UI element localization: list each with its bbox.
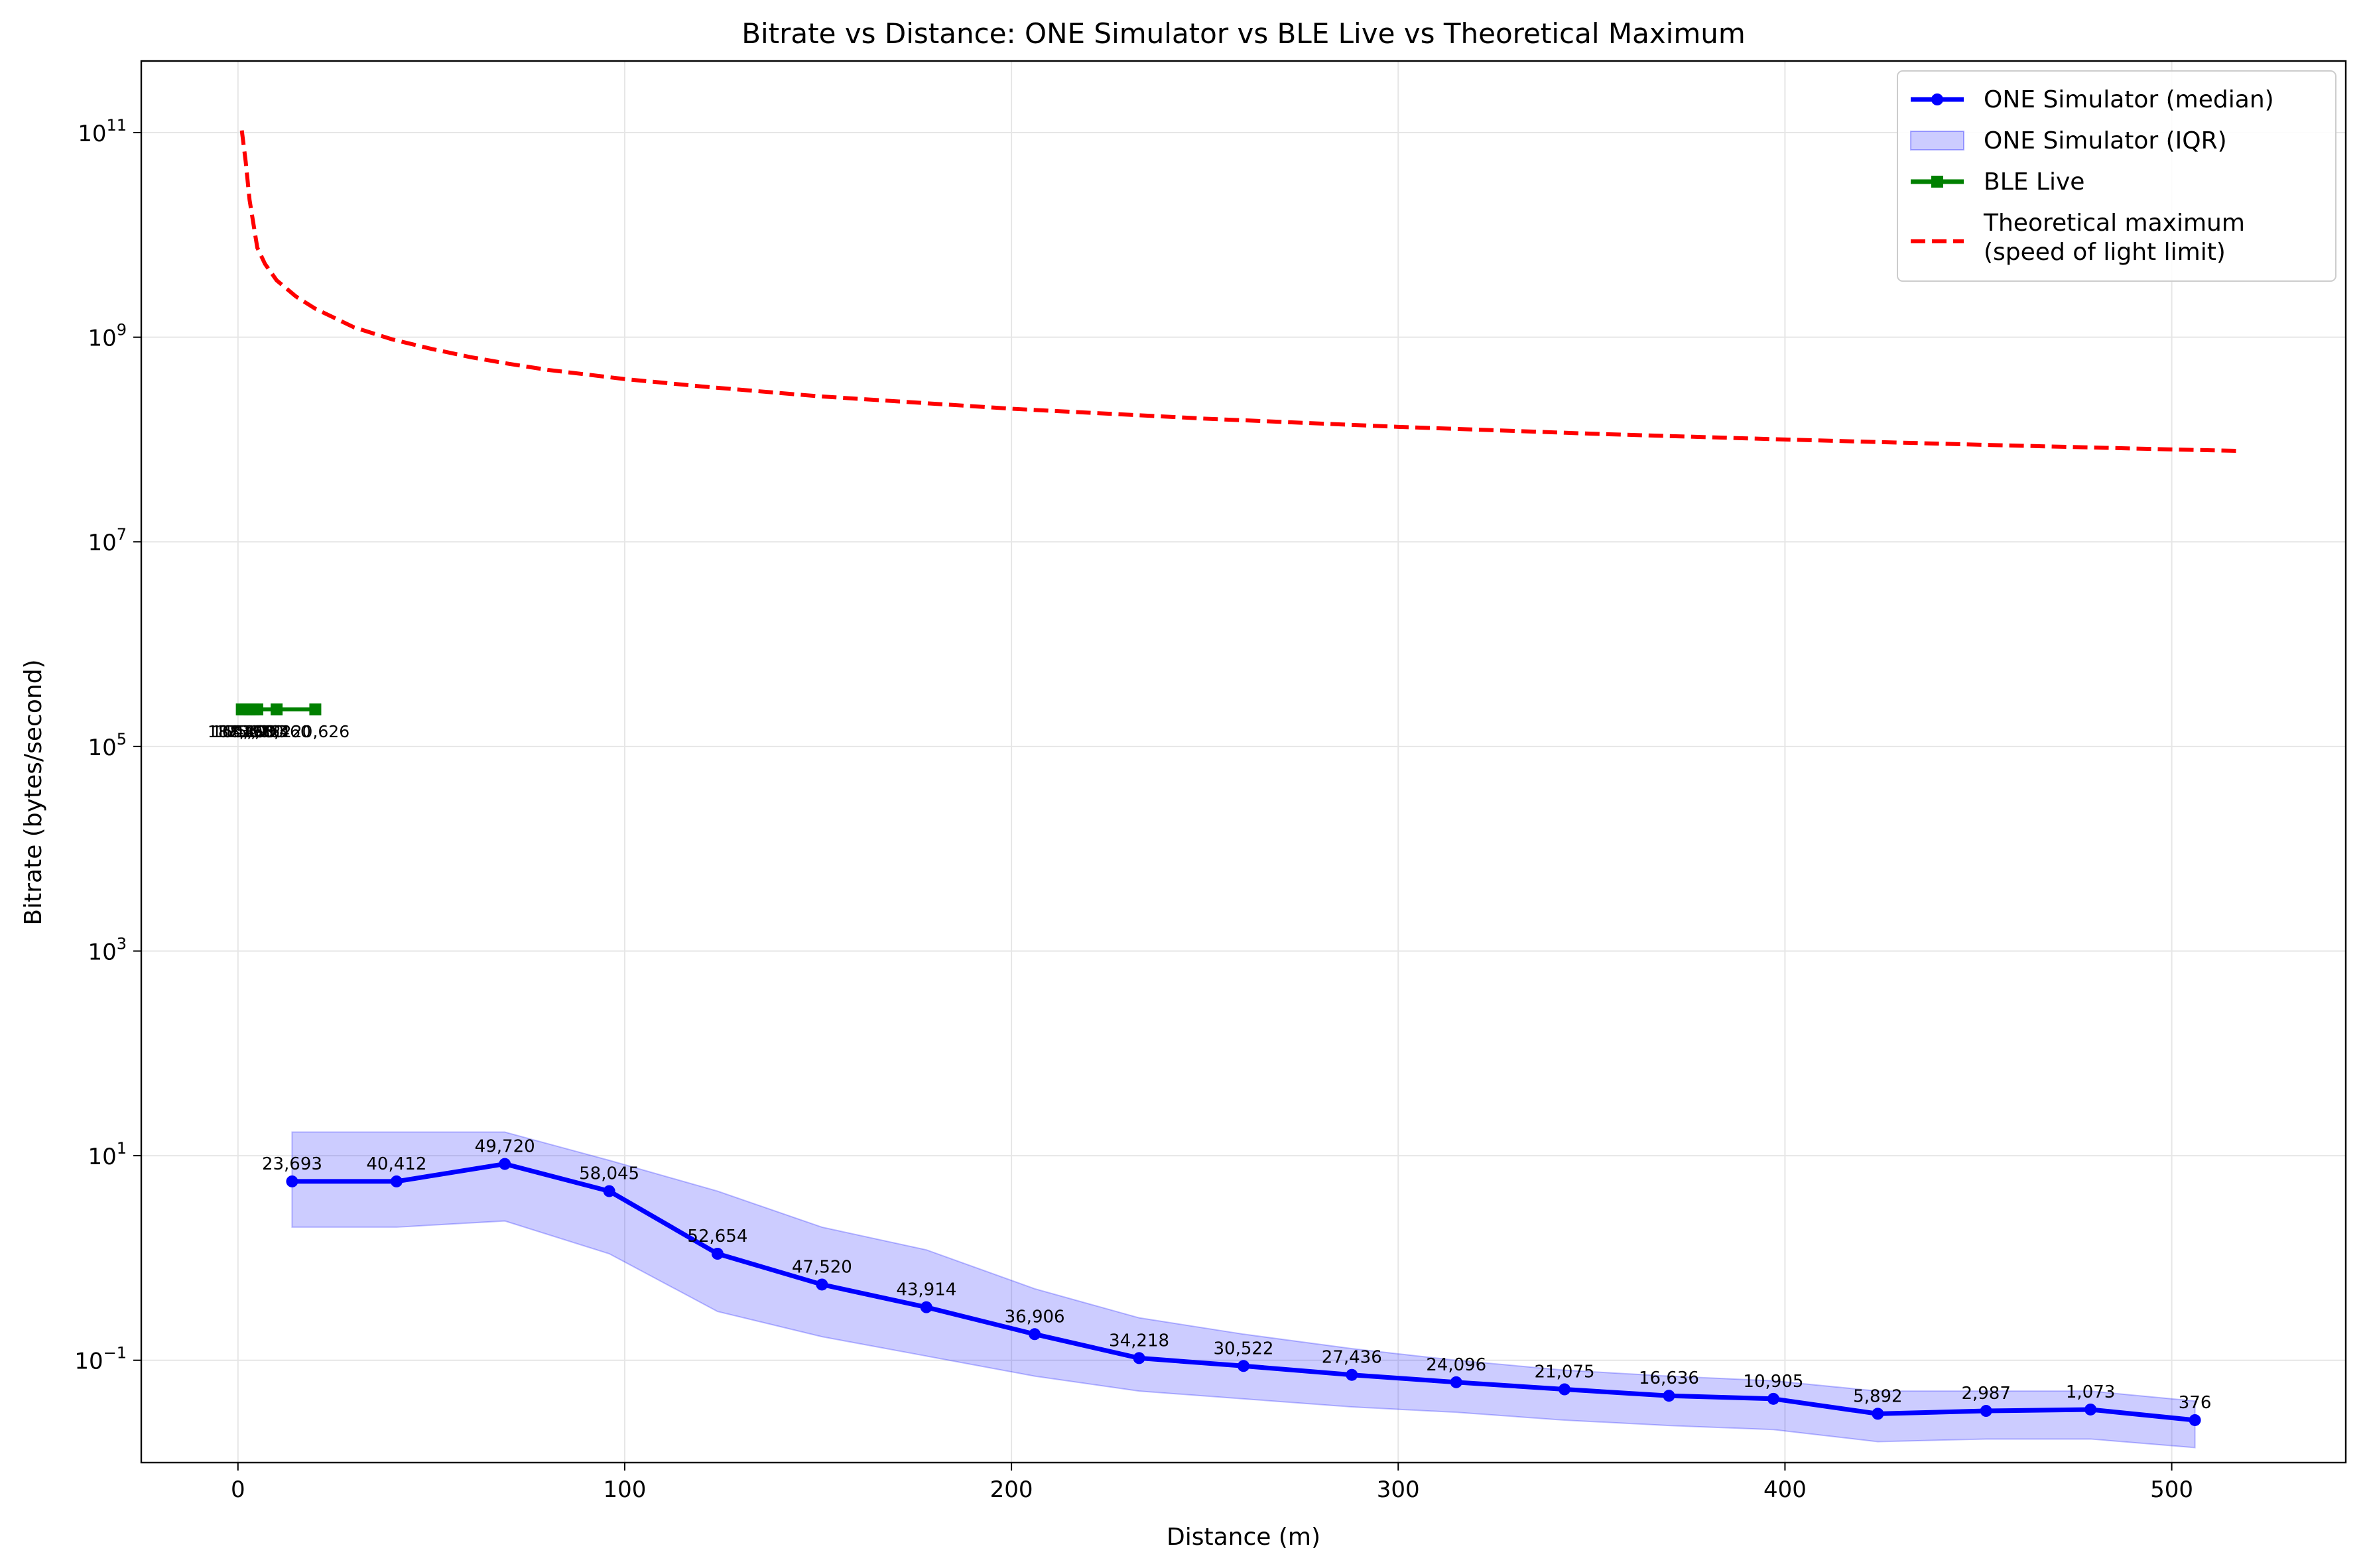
- median-point: [1346, 1368, 1358, 1381]
- legend-label: Theoretical maximum: [1983, 210, 2245, 237]
- y-tick-label: 103: [88, 934, 127, 965]
- plot-frame: [140, 60, 2347, 1464]
- median-data-label: 2,987: [1961, 1384, 2010, 1404]
- median-point: [2189, 1414, 2201, 1426]
- legend-label-line2: (speed of light limit): [1984, 239, 2226, 266]
- x-tick-label: 500: [2150, 1477, 2193, 1503]
- y-tick-label: 10−1: [74, 1344, 127, 1375]
- x-tick-label: 400: [1763, 1477, 1807, 1503]
- median-data-label: 10,905: [1743, 1372, 1803, 1392]
- median-point: [1767, 1392, 1779, 1405]
- y-tick-label: 107: [88, 525, 127, 556]
- grid: [141, 61, 2346, 1463]
- median-data-label: 36,906: [1005, 1307, 1065, 1327]
- ble-live-data-label: 166,460: [242, 722, 310, 741]
- ble-live-data-label: 175,980: [216, 722, 284, 741]
- median-point: [603, 1185, 615, 1197]
- y-tick-label: 101: [88, 1139, 127, 1170]
- x-tick-label: 300: [1377, 1477, 1420, 1503]
- legend-label: BLE Live: [1984, 168, 2084, 196]
- ble-live-data-label: 183,913: [219, 722, 287, 741]
- legend-label: ONE Simulator (IQR): [1984, 127, 2227, 154]
- median-data-label: 27,436: [1322, 1348, 1382, 1368]
- median-point: [390, 1175, 403, 1187]
- median-point: [2084, 1403, 2097, 1416]
- x-tick-label: 100: [603, 1477, 646, 1503]
- ble-live-point: [271, 703, 283, 716]
- ble-live-data-label: 148,322: [223, 722, 291, 741]
- legend-median-marker: [1931, 93, 1943, 105]
- median-data-label: 43,914: [896, 1280, 956, 1300]
- median-data-label: 47,520: [792, 1257, 852, 1277]
- ble-series-layer: 187,400160,626175,980183,913148,322166,4…: [208, 703, 350, 741]
- x-axis-label: Distance (m): [1167, 1524, 1320, 1551]
- median-point: [1029, 1328, 1041, 1341]
- ble-live-data-label: 187,400: [208, 722, 276, 741]
- median-data-label: 24,096: [1426, 1355, 1486, 1375]
- axis-ticks: 0 100 200 300 400 500 10−1 101 103 105 107 109 1011: [74, 116, 2193, 1503]
- median-data-label: 16,636: [1639, 1368, 1699, 1388]
- ble-live-data-label: 160,626: [212, 722, 280, 741]
- median-data-label: 23,693: [262, 1154, 322, 1174]
- chart-title: Bitrate vs Distance: ONE Simulator vs BL…: [741, 17, 1746, 50]
- y-tick-label: 109: [88, 321, 127, 352]
- median-data-label: 30,522: [1214, 1339, 1274, 1358]
- median-point: [1450, 1376, 1462, 1388]
- median-series-layer: 23,693 40,412 49,720 58,045 52,654 47,520 43,9…: [262, 1137, 2211, 1426]
- median-point: [499, 1158, 511, 1170]
- x-tick-label: 0: [231, 1477, 245, 1503]
- median-point: [1133, 1352, 1145, 1364]
- median-point: [816, 1278, 828, 1291]
- median-point: [286, 1175, 298, 1187]
- median-data-label: 5,892: [1853, 1386, 1902, 1406]
- ble-live-point: [309, 703, 322, 716]
- theoretical-max-line: [239, 130, 2238, 453]
- median-point: [1872, 1408, 1884, 1420]
- median-point: [1980, 1405, 1992, 1417]
- x-tick-label: 200: [990, 1477, 1033, 1503]
- median-data-label: 58,045: [579, 1164, 639, 1184]
- median-point: [920, 1301, 932, 1313]
- median-data-label: 40,412: [366, 1154, 426, 1174]
- legend-label: ONE Simulator (median): [1984, 86, 2274, 113]
- median-point: [1238, 1360, 1249, 1372]
- median-data-label: 376: [2179, 1393, 2212, 1413]
- y-tick-label: 105: [88, 730, 127, 761]
- legend-iqr-swatch: [1910, 131, 1964, 151]
- median-data-label: 1,073: [2066, 1382, 2115, 1402]
- iqr-band: [291, 1131, 2196, 1449]
- theoretical-line-layer: [239, 130, 2238, 453]
- median-data-label: 21,075: [1535, 1362, 1595, 1382]
- ble-live-data-label: 120,626: [281, 722, 350, 741]
- median-point: [1559, 1383, 1571, 1396]
- median-point: [1663, 1390, 1675, 1402]
- ble-live-point: [251, 703, 263, 716]
- legend-ble-marker: [1931, 176, 1943, 188]
- median-data-label: 49,720: [475, 1137, 535, 1157]
- median-data-label: 34,218: [1109, 1331, 1169, 1351]
- legend-box: [1897, 70, 2336, 282]
- median-data-label: 52,654: [687, 1227, 747, 1246]
- y-axis-label: Bitrate (bytes/second): [20, 659, 47, 925]
- median-point: [711, 1247, 724, 1260]
- legend: ONE Simulator (median) ONE Simulator (IQR…: [1897, 70, 2336, 282]
- y-tick-label: 1011: [78, 116, 127, 147]
- iqr-band-layer: [291, 1131, 2196, 1449]
